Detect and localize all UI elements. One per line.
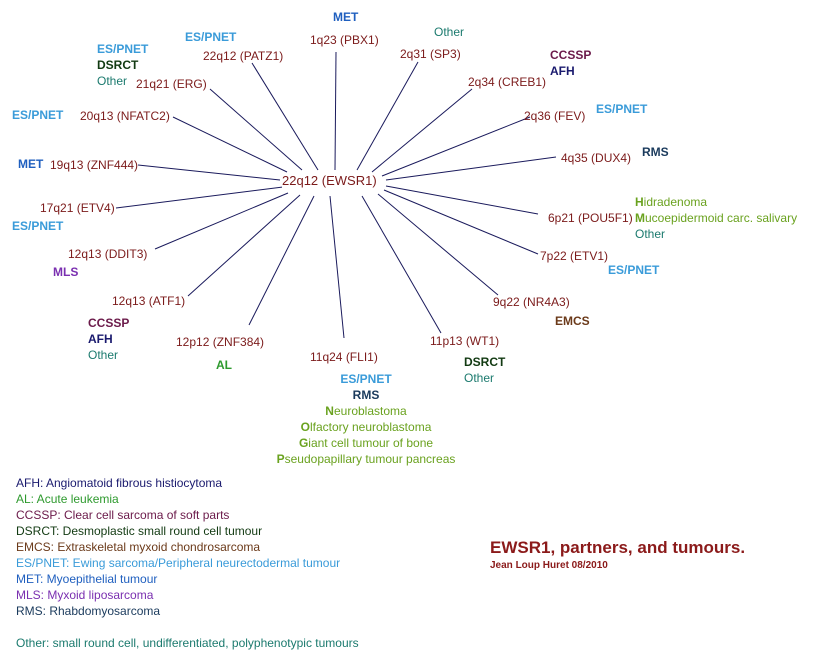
spoke-nr4a3 — [377, 193, 499, 296]
legend-item-other: Other: small round cell, undifferentiate… — [16, 636, 359, 650]
tumour-etv1-es-pnet: ES/PNET — [608, 263, 660, 277]
legend-item-mls: MLS: Myxoid liposarcoma — [16, 588, 154, 602]
partner-gene-patz1: 22q12 (PATZ1) — [203, 49, 284, 63]
tumour-pou5f1-hidradenoma: Hidradenoma — [635, 195, 708, 209]
partner-gene-atf1: 12q13 (ATF1) — [112, 294, 186, 308]
partner-gene-creb1: 2q34 (CREB1) — [468, 75, 547, 89]
spoke-patz1 — [251, 62, 319, 171]
diagram-title: EWSR1, partners, and tumours. — [490, 538, 746, 557]
spokes — [115, 51, 557, 339]
tumour-atf1-other: Other — [88, 348, 119, 362]
partner-gene-etv4: 17q21 (ETV4) — [40, 201, 115, 215]
tumour-erg-dsrct: DSRCT — [97, 58, 139, 72]
tumour-creb1-ccssp: CCSSP — [550, 48, 592, 62]
partner-gene-fli1: 11q24 (FLI1) — [310, 350, 378, 364]
legend-item-dsrct: DSRCT: Desmoplastic small round cell tum… — [16, 524, 263, 538]
tumour-creb1-afh: AFH — [550, 64, 575, 78]
tumour-wt1-other: Other — [464, 371, 495, 385]
partner-gene-etv1: 7p22 (ETV1) — [540, 249, 609, 263]
spoke-sp3 — [356, 61, 419, 171]
tumour-fli1-pseudopapillary-tumour-pancreas: Pseudopapillary tumour pancreas — [276, 452, 456, 466]
center-gene-ewsr1: 22q12 (EWSR1) — [282, 173, 377, 188]
partner-gene-nfatc2: 20q13 (NFATC2) — [80, 109, 170, 123]
spoke-dux4 — [385, 156, 557, 181]
tumour-erg-es-pnet: ES/PNET — [97, 42, 149, 56]
spoke-etv1 — [383, 189, 539, 255]
spoke-creb1 — [371, 88, 473, 173]
partner-gene-pou5f1: 6p21 (POU5F1) — [548, 211, 633, 225]
tumour-patz1-es-pnet: ES/PNET — [185, 30, 237, 44]
spoke-atf1 — [187, 194, 301, 297]
partner-gene-znf384: 12p12 (ZNF384) — [176, 335, 265, 349]
partner-gene-sp3: 2q31 (SP3) — [400, 47, 461, 61]
spoke-nfatc2 — [172, 116, 288, 173]
spoke-znf444 — [137, 164, 281, 181]
tumour-fli1-olfactory-neuroblastoma: Olfactory neuroblastoma — [300, 420, 432, 434]
tumour-fli1-neuroblastoma: Neuroblastoma — [325, 404, 407, 418]
tumour-pbx1-met: MET — [333, 10, 359, 24]
spoke-etv4 — [115, 186, 284, 209]
tumour-nfatc2-es-pnet: ES/PNET — [12, 108, 64, 122]
spoke-fli1 — [329, 195, 345, 339]
tumour-dux4-rms: RMS — [642, 145, 669, 159]
tumour-pou5f1-other: Other — [635, 227, 666, 241]
tumour-atf1-afh: AFH — [88, 332, 113, 346]
partner-gene-dux4: 4q35 (DUX4) — [561, 151, 632, 165]
spoke-ddit3 — [154, 192, 289, 250]
tumour-pou5f1-mucoepidermoid-carc-salivary: Mucoepidermoid carc. salivary — [635, 211, 798, 225]
tumour-erg-other: Other — [97, 74, 128, 88]
tumour-sp3-other: Other — [434, 25, 465, 39]
partner-gene-nr4a3: 9q22 (NR4A3) — [493, 295, 570, 309]
partner-gene-znf444: 19q13 (ZNF444) — [50, 158, 139, 172]
legend-item-ccssp: CCSSP: Clear cell sarcoma of soft parts — [16, 508, 230, 522]
legend-item-emcs: EMCS: Extraskeletal myxoid chondrosarcom… — [16, 540, 261, 554]
spoke-fev — [381, 116, 531, 177]
tumour-nr4a3-emcs: EMCS — [555, 314, 590, 328]
tumour-wt1-dsrct: DSRCT — [464, 355, 506, 369]
tumour-fli1-giant-cell-tumour-of-bone: Giant cell tumour of bone — [298, 436, 434, 450]
tumour-znf384-al: AL — [216, 358, 232, 372]
spoke-erg — [209, 88, 303, 171]
tumour-znf444-met: MET — [18, 157, 44, 171]
tumour-fli1-es-pnet: ES/PNET — [340, 372, 392, 386]
tumour-fli1-rms: RMS — [352, 388, 380, 402]
author-credit: Jean Loup Huret 08/2010 — [490, 560, 608, 571]
legend-item-rms: RMS: Rhabdomyosarcoma — [16, 604, 161, 618]
partner-gene-erg: 21q21 (ERG) — [136, 77, 207, 91]
partner-gene-wt1: 11p13 (WT1) — [430, 334, 500, 348]
legend-item-afh: AFH: Angiomatoid fibrous histiocytoma — [16, 476, 223, 490]
tumour-fev-es-pnet: ES/PNET — [596, 102, 648, 116]
partner-gene-fev: 2q36 (FEV) — [524, 109, 586, 123]
spoke-pou5f1 — [385, 185, 539, 215]
tumour-atf1-ccssp: CCSSP — [88, 316, 130, 330]
partner-gene-ddit3: 12q13 (DDIT3) — [68, 247, 148, 261]
legend-item-espnet: ES/PNET: Ewing sarcoma/Peripheral neurec… — [16, 556, 341, 570]
spoke-pbx1 — [334, 51, 337, 171]
legend-item-al: AL: Acute leukemia — [16, 492, 119, 506]
tumour-etv4-es-pnet: ES/PNET — [12, 219, 64, 233]
legend-item-met: MET: Myoepithelial tumour — [16, 572, 158, 586]
spoke-wt1 — [361, 195, 442, 334]
partner-gene-pbx1: 1q23 (PBX1) — [310, 33, 379, 47]
spoke-znf384 — [248, 195, 315, 326]
tumour-ddit3-mls: MLS — [53, 265, 79, 279]
